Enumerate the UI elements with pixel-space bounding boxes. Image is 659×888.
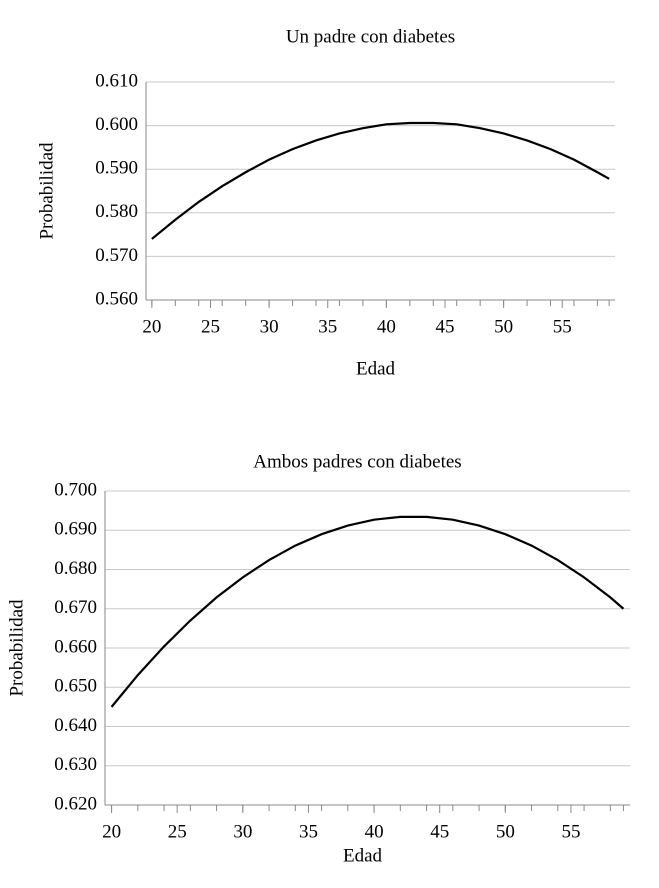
data-line: [110, 515, 625, 708]
chart-title: Ambos padres con diabetes: [253, 451, 461, 472]
y-tick-label: 0.610: [95, 70, 138, 91]
x-axis-label: Edad: [343, 845, 383, 866]
y-tick-label: 0.600: [95, 114, 138, 135]
y-tick-label: 0.700: [54, 479, 97, 500]
x-tick-label: 50: [494, 316, 513, 337]
y-tick-label: 0.620: [54, 793, 97, 814]
y-tick-label: 0.690: [54, 519, 97, 540]
y-tick-label: 0.650: [54, 676, 97, 697]
y-tick-label: 0.560: [95, 288, 138, 309]
x-tick-label: 40: [377, 316, 396, 337]
x-tick-label: 55: [553, 316, 572, 337]
y-tick-label: 0.590: [95, 158, 138, 179]
data-line: [151, 121, 610, 240]
y-axis-label: Probabilidad: [6, 599, 27, 697]
x-axis-label: Edad: [356, 358, 396, 379]
x-tick-label: 35: [318, 316, 337, 337]
x-tick-label: 35: [299, 821, 318, 842]
x-tick-label: 50: [496, 821, 515, 842]
x-tick-label: 20: [102, 821, 121, 842]
x-tick-label: 20: [142, 316, 161, 337]
x-tick-label: 30: [233, 821, 252, 842]
y-tick-label: 0.680: [54, 558, 97, 579]
y-tick-label: 0.670: [54, 597, 97, 618]
y-axis-label: Probabilidad: [36, 142, 57, 240]
x-tick-label: 25: [168, 821, 187, 842]
x-tick-label: 45: [435, 316, 454, 337]
y-tick-label: 0.630: [54, 754, 97, 775]
y-tick-label: 0.660: [54, 636, 97, 657]
chart-title: Un padre con diabetes: [286, 26, 455, 47]
x-tick-label: 25: [201, 316, 220, 337]
x-tick-label: 30: [260, 316, 279, 337]
y-tick-label: 0.640: [54, 715, 97, 736]
y-tick-label: 0.570: [95, 245, 138, 266]
x-tick-label: 55: [561, 821, 580, 842]
x-tick-label: 40: [365, 821, 384, 842]
x-tick-label: 45: [430, 821, 449, 842]
y-tick-label: 0.580: [95, 201, 138, 222]
